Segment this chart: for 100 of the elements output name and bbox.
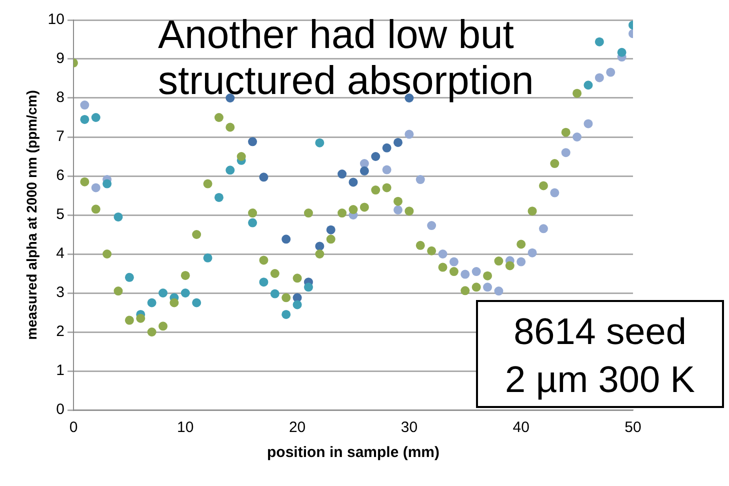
point bbox=[382, 183, 392, 192]
point bbox=[292, 274, 302, 283]
point bbox=[460, 286, 470, 296]
point bbox=[371, 186, 380, 195]
y-axis-title: measured alpha at 2000 nm (ppm/cm) bbox=[23, 90, 40, 340]
point bbox=[180, 288, 190, 298]
y-tick-label: 2 bbox=[56, 323, 64, 340]
point bbox=[315, 250, 324, 258]
point bbox=[226, 166, 235, 175]
y-tick-label: 1 bbox=[56, 362, 64, 380]
annotation: 8614 seed 2 µm 300 K bbox=[476, 300, 724, 408]
point bbox=[326, 225, 336, 234]
point bbox=[572, 132, 582, 142]
point bbox=[550, 159, 560, 168]
point bbox=[315, 138, 324, 148]
x-tick-label: 30 bbox=[400, 419, 418, 436]
x-tick-label: 10 bbox=[177, 419, 194, 436]
point bbox=[360, 202, 369, 212]
x-tick-label: 40 bbox=[512, 419, 530, 436]
point bbox=[338, 208, 347, 218]
point bbox=[594, 73, 604, 82]
point bbox=[214, 113, 224, 122]
point bbox=[192, 230, 202, 239]
point bbox=[259, 172, 268, 182]
point bbox=[584, 80, 593, 90]
point bbox=[248, 137, 258, 146]
point bbox=[136, 314, 146, 323]
point bbox=[427, 246, 436, 256]
point bbox=[248, 218, 258, 228]
point bbox=[382, 165, 392, 174]
point bbox=[371, 152, 380, 161]
point bbox=[394, 138, 403, 147]
point bbox=[594, 37, 604, 46]
point bbox=[147, 298, 156, 308]
point bbox=[270, 269, 280, 278]
point bbox=[80, 114, 90, 124]
point bbox=[270, 289, 280, 298]
point bbox=[102, 250, 112, 258]
point bbox=[259, 278, 268, 287]
y-tick-label: 4 bbox=[56, 245, 64, 262]
point bbox=[449, 267, 458, 276]
point bbox=[292, 300, 302, 310]
y-tick-label: 6 bbox=[56, 167, 64, 184]
point bbox=[505, 261, 514, 270]
point bbox=[516, 240, 526, 249]
point bbox=[494, 286, 504, 296]
point bbox=[91, 113, 100, 122]
point bbox=[80, 100, 90, 110]
point bbox=[494, 256, 504, 266]
point bbox=[114, 212, 123, 222]
point bbox=[348, 178, 358, 187]
point bbox=[192, 298, 202, 308]
point bbox=[170, 298, 179, 308]
point bbox=[538, 181, 548, 190]
point bbox=[561, 128, 570, 137]
y-tick-label: 7 bbox=[56, 128, 64, 146]
point bbox=[561, 148, 570, 158]
point bbox=[516, 257, 526, 266]
y-tick-label: 3 bbox=[56, 284, 64, 302]
point bbox=[248, 208, 258, 218]
point bbox=[315, 242, 324, 251]
point bbox=[259, 256, 268, 265]
point bbox=[348, 205, 358, 214]
point bbox=[203, 179, 212, 188]
point bbox=[282, 310, 291, 319]
point bbox=[528, 248, 537, 258]
point bbox=[226, 122, 235, 132]
x-tick-label: 20 bbox=[288, 419, 306, 436]
point bbox=[147, 328, 156, 336]
point bbox=[80, 177, 90, 186]
point bbox=[550, 188, 560, 198]
point bbox=[404, 206, 414, 216]
point bbox=[606, 68, 616, 77]
point bbox=[394, 205, 403, 214]
point bbox=[584, 119, 593, 128]
point bbox=[304, 208, 313, 218]
point bbox=[438, 250, 448, 258]
point bbox=[304, 282, 313, 292]
point bbox=[416, 175, 425, 184]
point bbox=[214, 192, 224, 202]
point bbox=[528, 206, 537, 216]
point bbox=[472, 282, 481, 292]
point bbox=[617, 48, 626, 57]
point bbox=[427, 221, 436, 230]
point bbox=[416, 240, 425, 250]
x-tick-label: 50 bbox=[624, 419, 642, 436]
point bbox=[449, 257, 458, 266]
point bbox=[538, 224, 548, 234]
point bbox=[438, 262, 448, 272]
point bbox=[158, 322, 168, 331]
y-tick-label: 8 bbox=[56, 89, 64, 106]
point bbox=[282, 234, 291, 244]
point bbox=[124, 272, 134, 282]
y-tick-label: 0 bbox=[56, 401, 64, 418]
point bbox=[472, 267, 481, 276]
point bbox=[91, 204, 100, 214]
point bbox=[236, 152, 246, 161]
y-tick-label: 10 bbox=[48, 11, 64, 28]
x-tick-label: 0 bbox=[69, 419, 78, 436]
point bbox=[326, 234, 336, 244]
